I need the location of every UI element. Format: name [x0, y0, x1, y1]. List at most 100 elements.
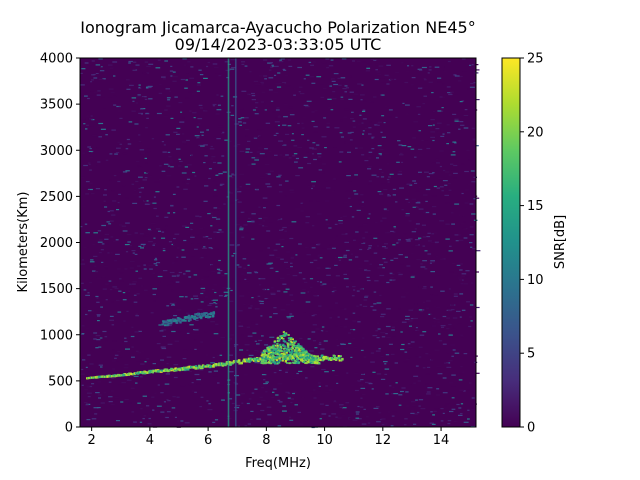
noise-cell: [298, 272, 302, 274]
noise-cell: [397, 241, 401, 243]
noise-cell: [93, 77, 98, 79]
noise-cell: [137, 165, 141, 167]
noise-cell: [131, 110, 136, 112]
noise-cell: [128, 245, 132, 247]
noise-cell: [301, 203, 304, 205]
noise-cell: [413, 244, 419, 246]
noise-cell: [336, 424, 340, 426]
noise-cell: [199, 283, 202, 285]
noise-cell: [168, 156, 172, 158]
noise-cell: [147, 423, 152, 425]
noise-cell: [438, 178, 443, 180]
noise-cell: [389, 322, 393, 324]
noise-cell: [263, 75, 268, 77]
noise-cell: [375, 330, 379, 332]
noise-cell: [456, 403, 460, 406]
noise-cell: [444, 194, 449, 196]
noise-cell: [118, 106, 121, 108]
noise-cell: [212, 103, 217, 106]
echo-cell: [170, 319, 173, 322]
noise-cell: [432, 206, 437, 208]
noise-cell: [141, 350, 145, 352]
noise-cell: [345, 190, 351, 192]
spread-cell: [274, 349, 277, 352]
noise-cell: [314, 188, 320, 190]
noise-cell: [424, 79, 427, 81]
noise-cell: [221, 155, 225, 157]
noise-cell: [171, 304, 176, 306]
trace-cell: [254, 359, 257, 362]
noise-cell: [469, 64, 472, 66]
noise-cell: [361, 423, 367, 425]
noise-cell: [159, 408, 165, 410]
trace-cell: [225, 362, 229, 365]
noise-cell: [375, 63, 379, 66]
noise-cell: [103, 392, 106, 394]
x-tick-label: 4: [146, 433, 154, 448]
noise-cell: [332, 239, 336, 241]
noise-cell: [135, 270, 138, 272]
noise-cell: [302, 289, 306, 291]
noise-cell: [399, 239, 404, 241]
noise-cell: [388, 109, 393, 111]
noise-cell: [378, 65, 384, 67]
noise-cell: [279, 154, 283, 156]
noise-cell: [350, 356, 353, 358]
noise-cell: [418, 69, 423, 71]
noise-cell: [111, 129, 116, 131]
noise-cell: [349, 205, 352, 208]
noise-cell: [442, 392, 448, 394]
noise-cell: [293, 94, 296, 96]
noise-cell: [397, 173, 403, 175]
noise-cell: [97, 381, 101, 383]
noise-cell: [475, 145, 479, 147]
noise-cell: [280, 144, 284, 146]
noise-cell: [216, 138, 221, 140]
echo-cell: [193, 315, 197, 318]
noise-cell: [247, 221, 252, 223]
noise-cell: [448, 250, 453, 252]
noise-cell: [380, 131, 383, 133]
noise-cell: [109, 319, 114, 321]
noise-cell: [422, 260, 427, 262]
noise-cell: [348, 98, 353, 100]
noise-cell: [92, 270, 96, 272]
noise-cell: [373, 303, 377, 305]
noise-cell: [96, 407, 101, 409]
noise-cell: [327, 248, 332, 250]
noise-cell: [457, 277, 463, 279]
noise-cell: [301, 122, 304, 124]
noise-cell: [154, 257, 157, 259]
noise-cell: [430, 260, 435, 262]
trace-cell: [178, 369, 182, 372]
noise-cell: [126, 310, 129, 312]
noise-cell: [370, 352, 374, 354]
noise-cell: [114, 357, 117, 359]
noise-cell: [361, 205, 364, 208]
noise-cell: [393, 321, 399, 323]
noise-cell: [204, 109, 208, 111]
noise-cell: [269, 170, 274, 172]
noise-cell: [277, 219, 280, 221]
noise-cell: [228, 140, 232, 142]
noise-cell: [216, 355, 222, 357]
noise-cell: [469, 316, 472, 318]
noise-cell: [122, 152, 128, 155]
noise-cell: [403, 233, 407, 235]
noise-cell: [85, 118, 89, 120]
noise-cell: [337, 316, 340, 318]
noise-cell: [170, 159, 173, 161]
noise-cell: [266, 384, 272, 386]
noise-cell: [204, 155, 208, 157]
noise-cell: [411, 231, 417, 233]
noise-cell: [452, 113, 457, 115]
noise-cell: [310, 366, 315, 368]
noise-cell: [431, 92, 434, 94]
noise-cell: [186, 139, 190, 141]
spread-cell: [297, 352, 300, 355]
noise-cell: [98, 58, 103, 60]
spread-cell: [301, 356, 304, 359]
noise-cell: [430, 205, 434, 207]
noise-cell: [322, 171, 325, 174]
noise-cell: [368, 245, 372, 247]
